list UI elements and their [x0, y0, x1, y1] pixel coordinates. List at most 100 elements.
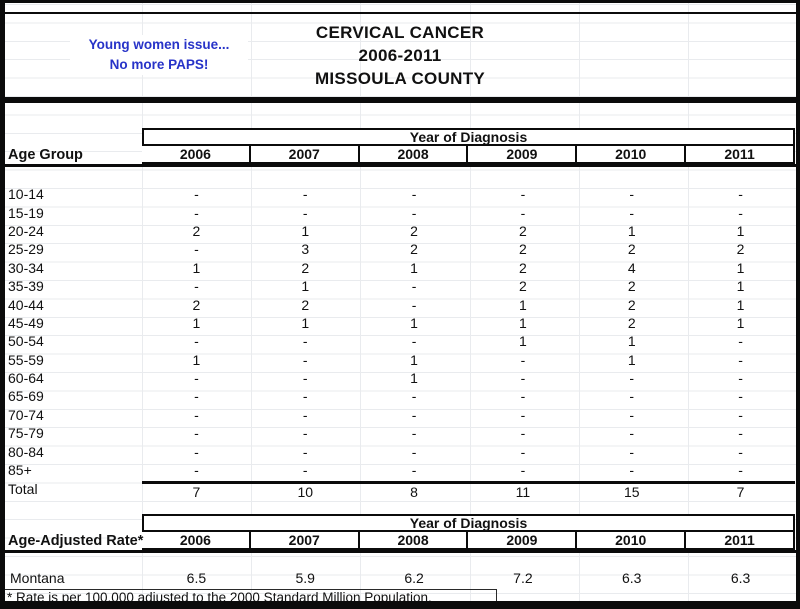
count-cell: -	[738, 388, 743, 405]
title-box: CERVICAL CANCER 2006-2011 MISSOULA COUNT…	[3, 12, 797, 103]
count-cell: -	[194, 204, 199, 221]
table-row: 20-24 2 1 2 2 1 1	[0, 222, 795, 240]
table-row: 70-74 - - - - - -	[0, 406, 795, 424]
count-cell: -	[520, 462, 526, 479]
count-cell: -	[302, 443, 308, 460]
rate-cell: 6.3	[730, 570, 751, 587]
count-cell: -	[302, 406, 308, 423]
year-column-header: 2006	[142, 532, 251, 550]
year-header-row: 2006 2007 2008 2009 2010 2011	[142, 146, 795, 164]
age-group-header: Age Group	[8, 147, 83, 163]
table-row: 30-34 1 2 1 2 4 1	[0, 259, 795, 277]
count-cell: -	[411, 406, 417, 423]
count-cell: -	[302, 333, 308, 350]
count-cell: 1	[301, 222, 310, 239]
count-cell: -	[738, 462, 743, 479]
count-cell: -	[738, 351, 743, 368]
count-cell: 1	[410, 370, 418, 387]
count-cell: -	[629, 186, 635, 203]
age-group-label: 80-84	[8, 443, 44, 460]
age-group-label: 45-49	[8, 314, 44, 331]
count-cell: -	[411, 443, 417, 460]
age-group-label: 35-39	[8, 278, 44, 295]
total-cell: 15	[577, 480, 687, 500]
report-title: CERVICAL CANCER	[315, 23, 485, 42]
count-cell: 2	[192, 222, 201, 239]
count-cell: -	[194, 443, 199, 460]
count-cell: -	[738, 186, 743, 203]
count-cell: 1	[301, 278, 310, 295]
count-cell: -	[629, 406, 635, 423]
count-cell: -	[411, 296, 417, 313]
count-cell: 1	[627, 222, 636, 239]
count-cell: -	[520, 388, 526, 405]
count-cell: 1	[410, 351, 418, 368]
rate-table-header: Year of Diagnosis 2006 2007 2008 2009 20…	[142, 514, 795, 550]
age-group-label: 60-64	[8, 370, 44, 387]
rate-cell: 6.3	[621, 570, 642, 587]
age-adjusted-rate-header: Age-Adjusted Rate*	[8, 533, 144, 549]
count-cell: 1	[736, 314, 745, 331]
count-cell: -	[302, 351, 308, 368]
grid-line	[142, 0, 143, 609]
rate-cell: 7.2	[513, 570, 533, 587]
counts-table-body: 10-14 - - - - - - 15-19 - - - - - -	[0, 167, 795, 500]
table-row: 65-69 - - - - - -	[0, 387, 795, 405]
count-cell: 1	[519, 296, 527, 313]
footnote: * Rate is per 100,000 adjusted to the 20…	[0, 589, 497, 605]
table-row: 55-59 1 - 1 - 1 -	[0, 351, 795, 369]
count-cell: 1	[519, 333, 527, 350]
count-cell: 2	[301, 259, 310, 276]
count-cell: 1	[410, 314, 418, 331]
count-cell: 2	[519, 278, 527, 295]
count-cell: 1	[736, 259, 745, 276]
count-cell: 1	[410, 259, 418, 276]
count-cell: 1	[736, 222, 745, 239]
table-row: 85+ - - - - - -	[0, 461, 795, 479]
year-of-diagnosis-header: Year of Diagnosis	[142, 514, 795, 532]
count-cell: -	[302, 186, 308, 203]
count-cell: -	[738, 333, 743, 350]
age-group-label: 50-54	[8, 333, 44, 350]
total-row: Total 7 10 8 11 15 7	[0, 479, 795, 500]
total-cell: 8	[359, 480, 469, 500]
count-cell: -	[194, 278, 199, 295]
age-group-label: 20-24	[8, 222, 44, 239]
year-header-row: 2006 2007 2008 2009 2010 2011	[142, 532, 795, 550]
count-cell: -	[194, 462, 199, 479]
table-row: 50-54 - - - 1 1 -	[0, 332, 795, 350]
count-cell: 1	[301, 314, 310, 331]
table-row: 75-79 - - - - - -	[0, 424, 795, 442]
report-years: 2006-2011	[358, 46, 442, 65]
count-cell: -	[411, 333, 417, 350]
count-cell: 1	[192, 351, 201, 368]
rate-cell: 5.9	[295, 570, 315, 587]
year-column-header: 2009	[468, 146, 578, 164]
count-cell: 2	[627, 314, 636, 331]
grid-line	[360, 0, 361, 609]
grid-line	[251, 0, 252, 609]
table-row: 45-49 1 1 1 1 2 1	[0, 314, 795, 332]
count-cell: -	[411, 425, 417, 442]
count-cell: -	[738, 204, 743, 221]
count-cell: 1	[627, 351, 636, 368]
total-cell: 7	[686, 480, 795, 500]
age-group-label: 75-79	[8, 425, 44, 442]
age-group-label: 70-74	[8, 406, 44, 423]
count-cell: -	[520, 204, 526, 221]
count-cell: -	[411, 462, 417, 479]
count-cell: 2	[519, 241, 527, 258]
count-cell: -	[194, 370, 199, 387]
count-cell: -	[302, 425, 308, 442]
montana-row: Montana 6.5 5.9 6.2 7.2 6.3 6.3	[0, 569, 795, 587]
age-group-label: 15-19	[8, 204, 44, 221]
count-cell: 2	[519, 259, 527, 276]
count-cell: -	[302, 204, 308, 221]
age-group-label: 85+	[8, 462, 32, 479]
annotation-note: Young women issue... No more PAPS!	[70, 35, 248, 75]
age-rows: 10-14 - - - - - - 15-19 - - - - - -	[0, 185, 795, 479]
count-cell: -	[629, 443, 635, 460]
count-cell: -	[629, 388, 635, 405]
age-group-label: 55-59	[8, 351, 44, 368]
